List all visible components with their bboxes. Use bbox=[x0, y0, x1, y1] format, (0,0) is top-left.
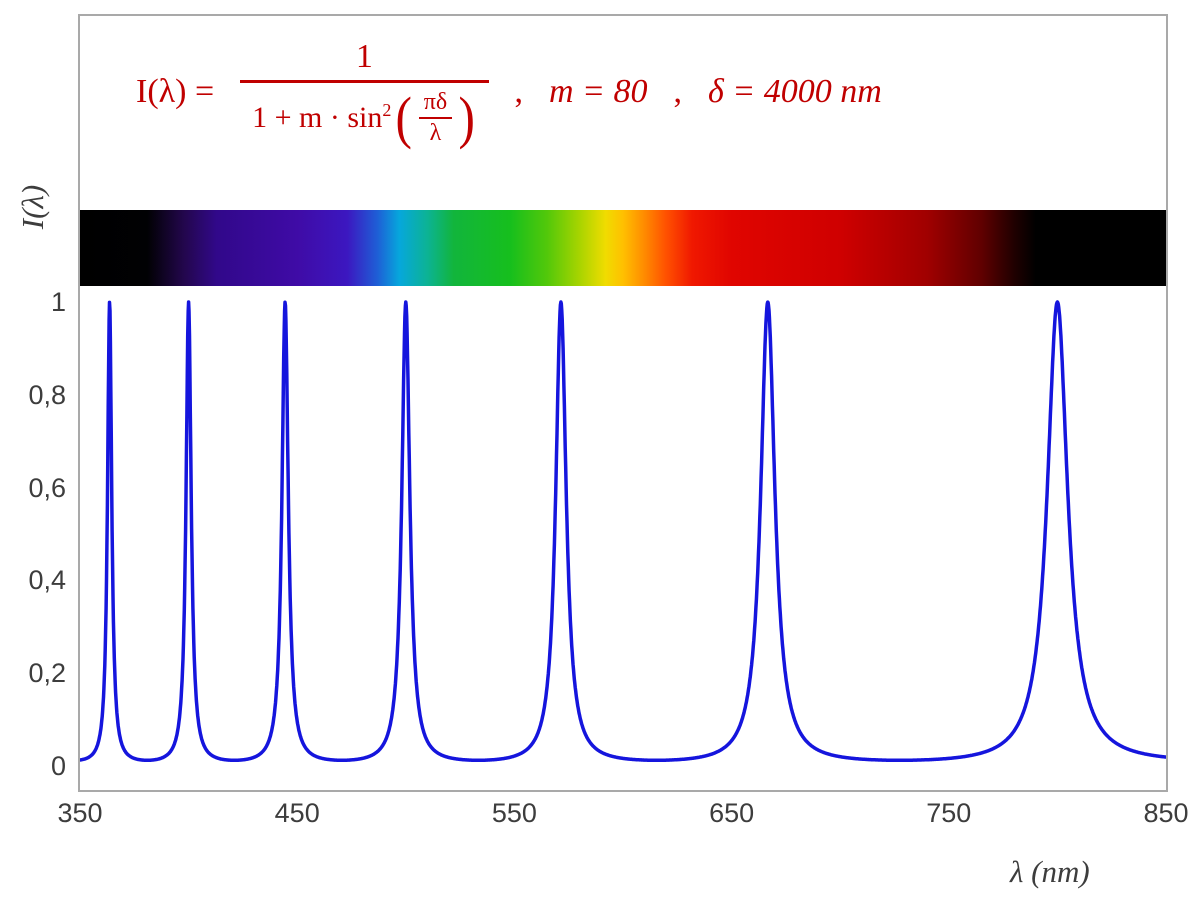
x-tick-label: 450 bbox=[274, 798, 320, 828]
y-tick-label: 0,4 bbox=[28, 565, 66, 596]
formula-inner-fraction: πδ λ bbox=[418, 89, 453, 146]
open-paren: ( bbox=[395, 84, 413, 150]
y-tick-label: 0 bbox=[50, 751, 66, 781]
intensity-curve-plot bbox=[80, 300, 1166, 763]
x-tick-label: 850 bbox=[1143, 798, 1189, 828]
y-tick-label: 0,8 bbox=[28, 379, 66, 410]
y-tick-label: 0,6 bbox=[28, 472, 66, 503]
x-tick-label: 350 bbox=[57, 798, 103, 828]
y-tick-label: 1 bbox=[50, 287, 66, 317]
formula-denominator: 1 + m · sin2 ( πδ λ ) bbox=[240, 80, 489, 150]
x-tick-label: 550 bbox=[491, 798, 537, 828]
formula-m-value: m = 80 bbox=[549, 73, 648, 111]
y-axis-title: I(λ) bbox=[15, 184, 50, 230]
formula-lhs: I(λ) = bbox=[136, 73, 215, 111]
formula-numerator: 1 bbox=[355, 38, 373, 75]
y-tick-label: 0,2 bbox=[28, 658, 66, 689]
x-axis-title: λ (nm) bbox=[1010, 854, 1090, 889]
inner-fraction-denominator: λ bbox=[429, 119, 442, 146]
formula-sin-exponent: 2 bbox=[382, 99, 392, 120]
chart-frame: I(λ) = 1 1 + m · sin2 ( πδ λ ) , m = 80 … bbox=[78, 14, 1168, 792]
formula-denominator-text: 1 + m · sin2 bbox=[252, 99, 392, 134]
formula-comma: , bbox=[673, 73, 683, 111]
x-tick-label: 750 bbox=[926, 798, 972, 828]
close-paren: ) bbox=[458, 84, 476, 150]
x-tick-label: 650 bbox=[709, 798, 755, 828]
formula-fraction: 1 1 + m · sin2 ( πδ λ ) bbox=[240, 38, 489, 150]
airy-transmission-curve bbox=[80, 300, 1166, 763]
formula: I(λ) = 1 1 + m · sin2 ( πδ λ ) , m = 80 … bbox=[136, 38, 882, 146]
formula-delta-value: δ = 4000 nm bbox=[708, 73, 882, 111]
visible-spectrum-bar bbox=[80, 210, 1166, 286]
formula-comma: , bbox=[514, 73, 524, 111]
inner-fraction-numerator: πδ bbox=[418, 89, 453, 119]
